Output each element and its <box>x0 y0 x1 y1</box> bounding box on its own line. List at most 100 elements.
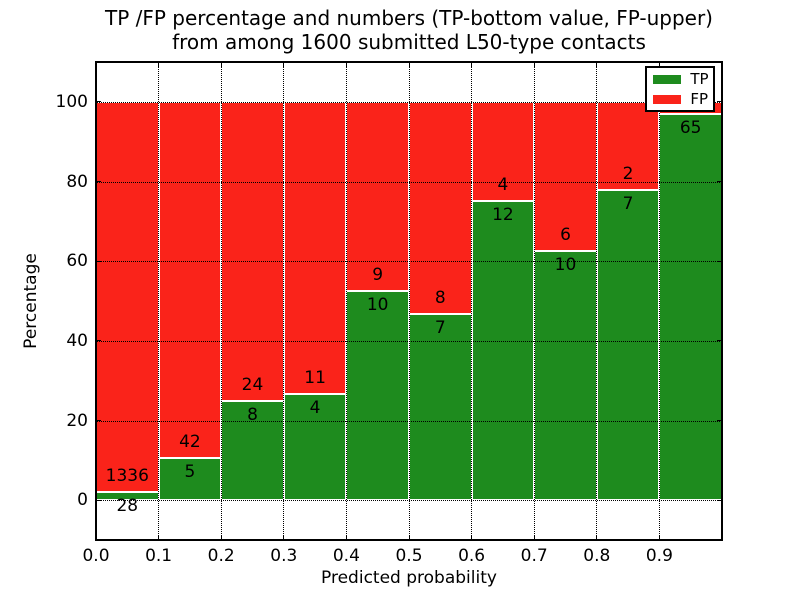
y-gridline <box>96 340 722 342</box>
fp-count-label: 4 <box>497 175 509 196</box>
x-tick-label: 0.6 <box>458 546 486 566</box>
y-gridline <box>96 500 722 502</box>
y-gridline <box>96 101 722 103</box>
fp-bar-segment <box>596 101 660 191</box>
fp-count-label: 42 <box>179 431 201 452</box>
x-tick-mark-top <box>283 62 285 67</box>
chart-title: TP /FP percentage and numbers (TP-bottom… <box>96 6 722 54</box>
fp-bar-segment <box>221 101 284 401</box>
fp-count-label: 1336 <box>105 465 149 486</box>
x-tick-label: 0.3 <box>270 546 298 566</box>
y-tick-mark-left <box>96 340 101 342</box>
y-tick-mark-right <box>717 181 722 182</box>
x-tick-mark-bottom <box>283 535 285 540</box>
tp-count-label: 7 <box>622 194 634 215</box>
x-tick-mark-top <box>533 62 535 67</box>
x-tick-mark-bottom <box>533 535 535 540</box>
x-tick-mark-top <box>95 62 97 67</box>
tp-bar-segment <box>283 393 347 501</box>
x-tick-mark-bottom <box>408 535 410 540</box>
fp-bar-segment <box>409 101 472 315</box>
tp-count-label: 12 <box>492 205 514 226</box>
x-gridline <box>596 62 598 540</box>
tp-bar-segment <box>221 400 284 501</box>
tp-count-label: 4 <box>309 397 321 418</box>
x-tick-label: 0.5 <box>395 546 423 566</box>
y-gridline <box>96 261 722 263</box>
x-tick-mark-top <box>408 62 410 67</box>
x-tick-mark-bottom <box>95 535 97 540</box>
y-tick-mark-right <box>717 340 722 342</box>
tp-bar-segment <box>158 457 222 501</box>
x-gridline <box>408 62 410 540</box>
legend: TP FP <box>645 66 715 112</box>
y-tick-mark-right <box>717 420 722 421</box>
x-gridline <box>471 62 473 540</box>
x-tick-mark-top <box>721 62 723 67</box>
x-tick-label: 0.9 <box>645 546 673 566</box>
y-tick-label: 60 <box>66 251 88 272</box>
x-gridline <box>158 62 160 540</box>
x-axis-label: Predicted probability <box>321 568 497 588</box>
x-tick-mark-top <box>220 62 222 67</box>
y-tick-label: 20 <box>66 410 88 431</box>
x-tick-mark-bottom <box>721 535 723 540</box>
tp-swatch-icon <box>653 74 682 84</box>
y-tick-label: 0 <box>77 490 88 511</box>
tp-count-label: 8 <box>247 404 258 425</box>
legend-label-fp: FP <box>690 89 709 108</box>
x-tick-label: 0.7 <box>520 546 548 566</box>
y-axis-label: Percentage <box>21 253 41 349</box>
x-tick-mark-top <box>471 62 473 67</box>
tp-count-label: 7 <box>434 318 446 339</box>
tp-bar-segment <box>346 290 409 501</box>
y-tick-mark-right <box>717 101 722 103</box>
x-gridline <box>220 62 222 540</box>
fp-swatch-icon <box>653 94 682 104</box>
tp-count-label: 10 <box>554 255 577 276</box>
x-tick-mark-top <box>345 62 347 67</box>
y-tick-mark-left <box>96 181 101 182</box>
y-tick-mark-left <box>96 499 101 501</box>
tp-count-label: 5 <box>184 461 196 482</box>
y-gridline <box>96 181 722 183</box>
fp-bar-segment <box>96 101 159 492</box>
x-tick-label: 0.4 <box>332 546 360 566</box>
x-tick-label: 0.2 <box>207 546 235 566</box>
fp-count-label: 6 <box>560 225 571 246</box>
fp-count-label: 24 <box>241 374 264 395</box>
fp-bar-segment <box>346 101 409 291</box>
tp-bar-segment <box>471 201 535 501</box>
y-tick-mark-right <box>717 499 722 501</box>
x-tick-label: 0.0 <box>82 546 110 566</box>
fp-bar-segment <box>283 101 347 394</box>
tp-bar-segment <box>659 113 722 501</box>
x-tick-mark-top <box>596 62 598 67</box>
tp-count-label: 28 <box>116 495 139 516</box>
legend-entry-fp: FP <box>647 90 713 108</box>
fp-bar-segment <box>158 101 222 458</box>
fp-count-label: 8 <box>434 288 446 309</box>
tp-bar-segment <box>534 251 597 501</box>
y-tick-label: 40 <box>66 330 88 351</box>
x-gridline <box>283 62 285 540</box>
y-tick-mark-left <box>96 260 101 262</box>
x-gridline <box>658 62 660 540</box>
tp-count-label: 65 <box>679 117 702 138</box>
x-tick-mark-top <box>158 62 160 67</box>
x-tick-label: 0.8 <box>583 546 611 566</box>
legend-label-tp: TP <box>690 69 709 88</box>
fp-count-label: 9 <box>372 264 384 285</box>
chart-title-line2: from among 1600 submitted L50-type conta… <box>172 30 646 54</box>
x-tick-mark-bottom <box>596 535 598 540</box>
tp-bar-segment <box>596 190 660 501</box>
x-gridline <box>533 62 535 540</box>
chart-title-line1: TP /FP percentage and numbers (TP-bottom… <box>105 6 713 30</box>
x-tick-mark-bottom <box>345 535 347 540</box>
fp-count-label: 11 <box>304 367 326 388</box>
y-tick-label: 100 <box>55 91 88 112</box>
x-tick-mark-bottom <box>658 535 660 540</box>
y-tick-mark-left <box>96 101 101 103</box>
y-tick-label: 80 <box>66 171 88 192</box>
